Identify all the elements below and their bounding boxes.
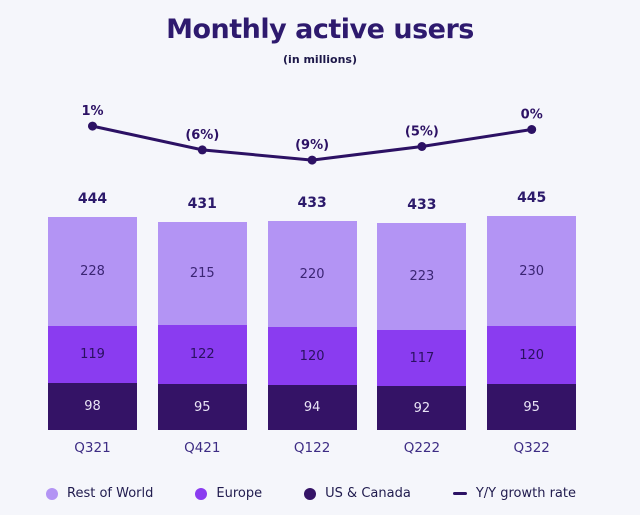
bar-segment-us-canada: 98 — [48, 383, 137, 430]
x-axis-label-q421: Q421 — [184, 440, 221, 456]
bar-total-label: 433 — [297, 195, 327, 211]
legend-dot-swatch — [304, 487, 317, 500]
segment-value-label: 98 — [84, 399, 101, 414]
growth-value-label: 0% — [521, 108, 543, 123]
x-axis-label-q222: Q222 — [403, 440, 441, 456]
growth-value-label: (6%) — [185, 128, 219, 143]
bar-segment-us-canada: 94 — [267, 385, 357, 430]
bar-segment-rest-of-world: 215 — [157, 222, 247, 325]
bar-segment-europe: 117 — [377, 330, 467, 386]
bar-total-label: 433 — [407, 197, 437, 213]
growth-point — [197, 145, 207, 155]
segment-value-label: 120 — [519, 347, 545, 363]
bar-segment-europe: 120 — [487, 326, 577, 384]
segment-value-label: 228 — [80, 264, 105, 279]
bar-segment-rest-of-world: 230 — [487, 216, 577, 326]
segment-value-label: 119 — [80, 347, 105, 362]
bar-total-label: 445 — [517, 190, 547, 206]
legend-label: US & Canada — [325, 486, 411, 501]
bar-segment-europe: 122 — [157, 325, 247, 384]
bar-segment-us-canada: 95 — [487, 384, 577, 430]
bar-total-label: 431 — [187, 196, 217, 212]
segment-value-label: 95 — [194, 399, 211, 415]
legend-item-rest-of-world: Rest of World — [46, 486, 153, 501]
bar-segment-rest-of-world: 228 — [48, 217, 137, 326]
segment-value-label: 215 — [189, 266, 215, 281]
bar-column-q122: 220 120 94 — [267, 221, 357, 430]
legend-label: Y/Y growth rate — [475, 486, 576, 501]
legend-dash-swatch — [452, 492, 467, 495]
segment-value-label: 95 — [523, 399, 540, 415]
legend-label: Rest of World — [67, 486, 154, 501]
bar-segment-europe: 120 — [267, 327, 357, 385]
growth-point — [88, 121, 97, 131]
growth-point — [417, 142, 427, 151]
growth-value-label: (9%) — [295, 138, 329, 153]
bar-column-q322: 230 120 95 — [487, 216, 577, 430]
legend-item-europe: Europe — [195, 486, 262, 501]
legend-dot-swatch — [195, 487, 208, 500]
growth-value-label: 1% — [81, 104, 103, 119]
bar-segment-rest-of-world: 223 — [377, 223, 467, 330]
bar-segment-rest-of-world: 220 — [267, 221, 357, 327]
legend-label: Europe — [216, 486, 263, 501]
growth-value-label: (5%) — [405, 125, 439, 140]
bar-segment-europe: 119 — [48, 326, 137, 383]
bar-column-q321: 228 119 98 — [48, 217, 137, 430]
segment-value-label: 117 — [409, 350, 435, 366]
segment-value-label: 223 — [409, 269, 435, 284]
chart-title: Monthly active users — [166, 14, 474, 45]
bar-column-q421: 215 122 95 — [157, 222, 247, 430]
legend-dot-swatch — [46, 487, 58, 500]
segment-value-label: 92 — [413, 400, 431, 416]
legend-item-us-canada: US & Canada — [304, 486, 411, 501]
bar-column-q222: 223 117 92 — [377, 223, 467, 430]
growth-point — [307, 155, 317, 165]
chart-subtitle: (in millions) — [283, 53, 357, 66]
segment-value-label: 94 — [303, 400, 321, 415]
segment-value-label: 220 — [299, 266, 325, 282]
legend: Rest of World Europe US & Canada Y/Y growth… — [46, 486, 576, 501]
legend-item-y-y-growth-rate: Y/Y growth rate — [452, 486, 576, 501]
segment-value-label: 120 — [299, 348, 325, 364]
segment-value-label: 230 — [519, 263, 545, 279]
growth-point — [527, 125, 537, 134]
x-axis-label-q122: Q122 — [293, 440, 331, 456]
bar-segment-us-canada: 92 — [377, 386, 467, 430]
x-axis-label-q322: Q322 — [513, 440, 550, 456]
x-axis-label-q321: Q321 — [74, 440, 111, 456]
segment-value-label: 122 — [189, 347, 215, 362]
bar-segment-us-canada: 95 — [157, 384, 247, 430]
bar-total-label: 444 — [77, 191, 108, 207]
